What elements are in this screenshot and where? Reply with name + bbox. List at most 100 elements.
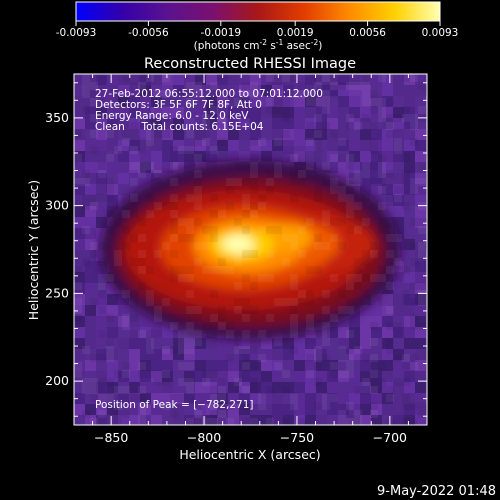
pixel xyxy=(90,250,98,258)
pixel xyxy=(346,354,354,362)
bg-pixel xyxy=(316,162,327,173)
pixel xyxy=(402,298,410,306)
bg-pixel xyxy=(349,316,360,327)
pixel xyxy=(250,138,258,146)
pixel xyxy=(370,98,378,106)
pixel xyxy=(314,98,322,106)
pixel xyxy=(194,242,202,250)
pixel xyxy=(242,378,250,386)
pixel xyxy=(250,250,258,258)
bg-pixel xyxy=(283,360,294,371)
pixel xyxy=(338,370,346,378)
bg-pixel xyxy=(239,415,250,425)
pixel xyxy=(402,362,410,370)
pixel xyxy=(82,226,90,234)
pixel xyxy=(122,386,130,394)
bg-pixel xyxy=(316,118,327,129)
bg-pixel xyxy=(107,349,118,360)
bg-pixel xyxy=(239,74,250,85)
pixel xyxy=(322,394,330,402)
bg-pixel xyxy=(261,140,272,151)
pixel xyxy=(418,322,426,330)
bg-pixel xyxy=(195,393,206,404)
bg-pixel xyxy=(74,283,85,294)
pixel xyxy=(122,322,130,330)
pixel xyxy=(98,82,106,90)
pixel xyxy=(298,226,306,234)
bg-pixel xyxy=(96,294,107,305)
bg-pixel xyxy=(129,96,140,107)
pixel xyxy=(418,298,426,306)
pixel xyxy=(346,298,354,306)
pixel xyxy=(186,218,194,226)
bg-pixel xyxy=(404,294,415,305)
bg-pixel xyxy=(74,151,85,162)
pixel xyxy=(402,178,410,186)
pixel xyxy=(170,218,178,226)
bg-pixel xyxy=(217,129,228,140)
bg-pixel xyxy=(305,393,316,404)
pixel xyxy=(250,82,258,90)
bg-pixel xyxy=(327,74,338,85)
bg-pixel xyxy=(250,151,261,162)
bg-pixel xyxy=(118,184,129,195)
bg-pixel xyxy=(195,107,206,118)
bg-pixel xyxy=(349,85,360,96)
pixel xyxy=(386,338,394,346)
pixel xyxy=(178,266,186,274)
pixel xyxy=(290,314,298,322)
bg-pixel xyxy=(217,338,228,349)
bg-pixel xyxy=(338,162,349,173)
pixel xyxy=(202,122,210,130)
bg-pixel xyxy=(393,173,404,184)
bg-pixel xyxy=(129,371,140,382)
colorbar-ticks: -0.0093 -0.0056 -0.0019 0.0019 0.0056 0.0093 xyxy=(56,21,458,39)
pixel xyxy=(386,386,394,394)
bg-pixel xyxy=(206,393,217,404)
bg-pixel xyxy=(294,415,305,425)
bg-pixel xyxy=(74,96,85,107)
bg-pixel xyxy=(294,338,305,349)
pixel xyxy=(250,386,258,394)
pixel xyxy=(322,162,330,170)
pixel xyxy=(266,82,274,90)
bg-pixel xyxy=(129,415,140,425)
pixel xyxy=(394,186,402,194)
pixel xyxy=(170,266,178,274)
bg-pixel xyxy=(217,140,228,151)
pixel xyxy=(106,130,114,138)
pixel xyxy=(202,154,210,162)
pixel xyxy=(138,90,146,98)
bg-pixel xyxy=(415,151,426,162)
bg-pixel xyxy=(393,206,404,217)
bg-pixel xyxy=(85,327,96,338)
bg-pixel xyxy=(118,349,129,360)
pixel xyxy=(354,298,362,306)
pixel xyxy=(186,98,194,106)
pixel xyxy=(186,290,194,298)
bg-pixel xyxy=(96,404,107,415)
pixel xyxy=(362,258,370,266)
bg-pixel xyxy=(404,327,415,338)
pixel xyxy=(354,410,362,418)
pixel xyxy=(354,82,362,90)
bg-pixel xyxy=(382,338,393,349)
bg-pixel xyxy=(228,415,239,425)
bg-pixel xyxy=(283,151,294,162)
pixel xyxy=(210,290,218,298)
bg-pixel xyxy=(272,338,283,349)
pixel xyxy=(290,394,298,402)
pixel xyxy=(186,226,194,234)
info-clean-counts: Clean Total counts: 6.15E+04 xyxy=(95,121,264,133)
pixel xyxy=(290,178,298,186)
pixel xyxy=(386,170,394,178)
bg-pixel xyxy=(261,404,272,415)
pixel xyxy=(274,338,282,346)
pixel xyxy=(194,330,202,338)
pixel xyxy=(130,314,138,322)
pixel xyxy=(410,282,418,290)
pixel xyxy=(138,330,146,338)
bg-pixel xyxy=(129,140,140,151)
pixel xyxy=(330,314,338,322)
pixel xyxy=(314,354,322,362)
